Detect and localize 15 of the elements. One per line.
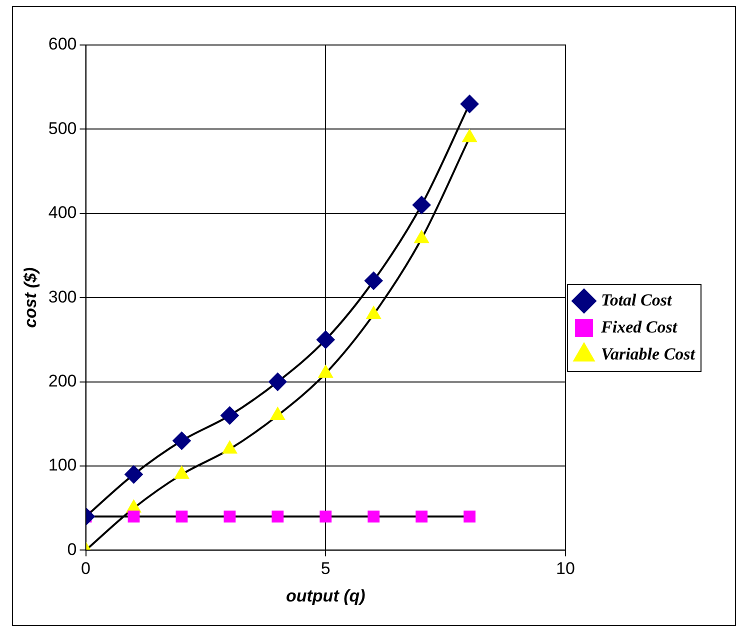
x-tick-label: 10 xyxy=(556,559,575,578)
y-tick-label: 500 xyxy=(48,118,77,138)
y-axis-title: cost ($) xyxy=(20,267,40,328)
y-tick-label: 600 xyxy=(48,34,77,54)
y-tick-label: 400 xyxy=(48,203,77,222)
y-tick-label: 100 xyxy=(48,456,77,475)
legend-label: Total Cost xyxy=(601,290,673,310)
x-axis-title: output (q) xyxy=(286,586,366,606)
y-tick-label: 0 xyxy=(67,540,77,559)
legend-label: Fixed Cost xyxy=(600,317,678,336)
legend-label: Variable Cost xyxy=(601,344,696,364)
x-tick-label: 5 xyxy=(320,559,330,578)
y-tick-label: 300 xyxy=(48,287,77,306)
y-tick-label: 200 xyxy=(48,371,77,390)
x-tick-label: 0 xyxy=(81,559,90,578)
